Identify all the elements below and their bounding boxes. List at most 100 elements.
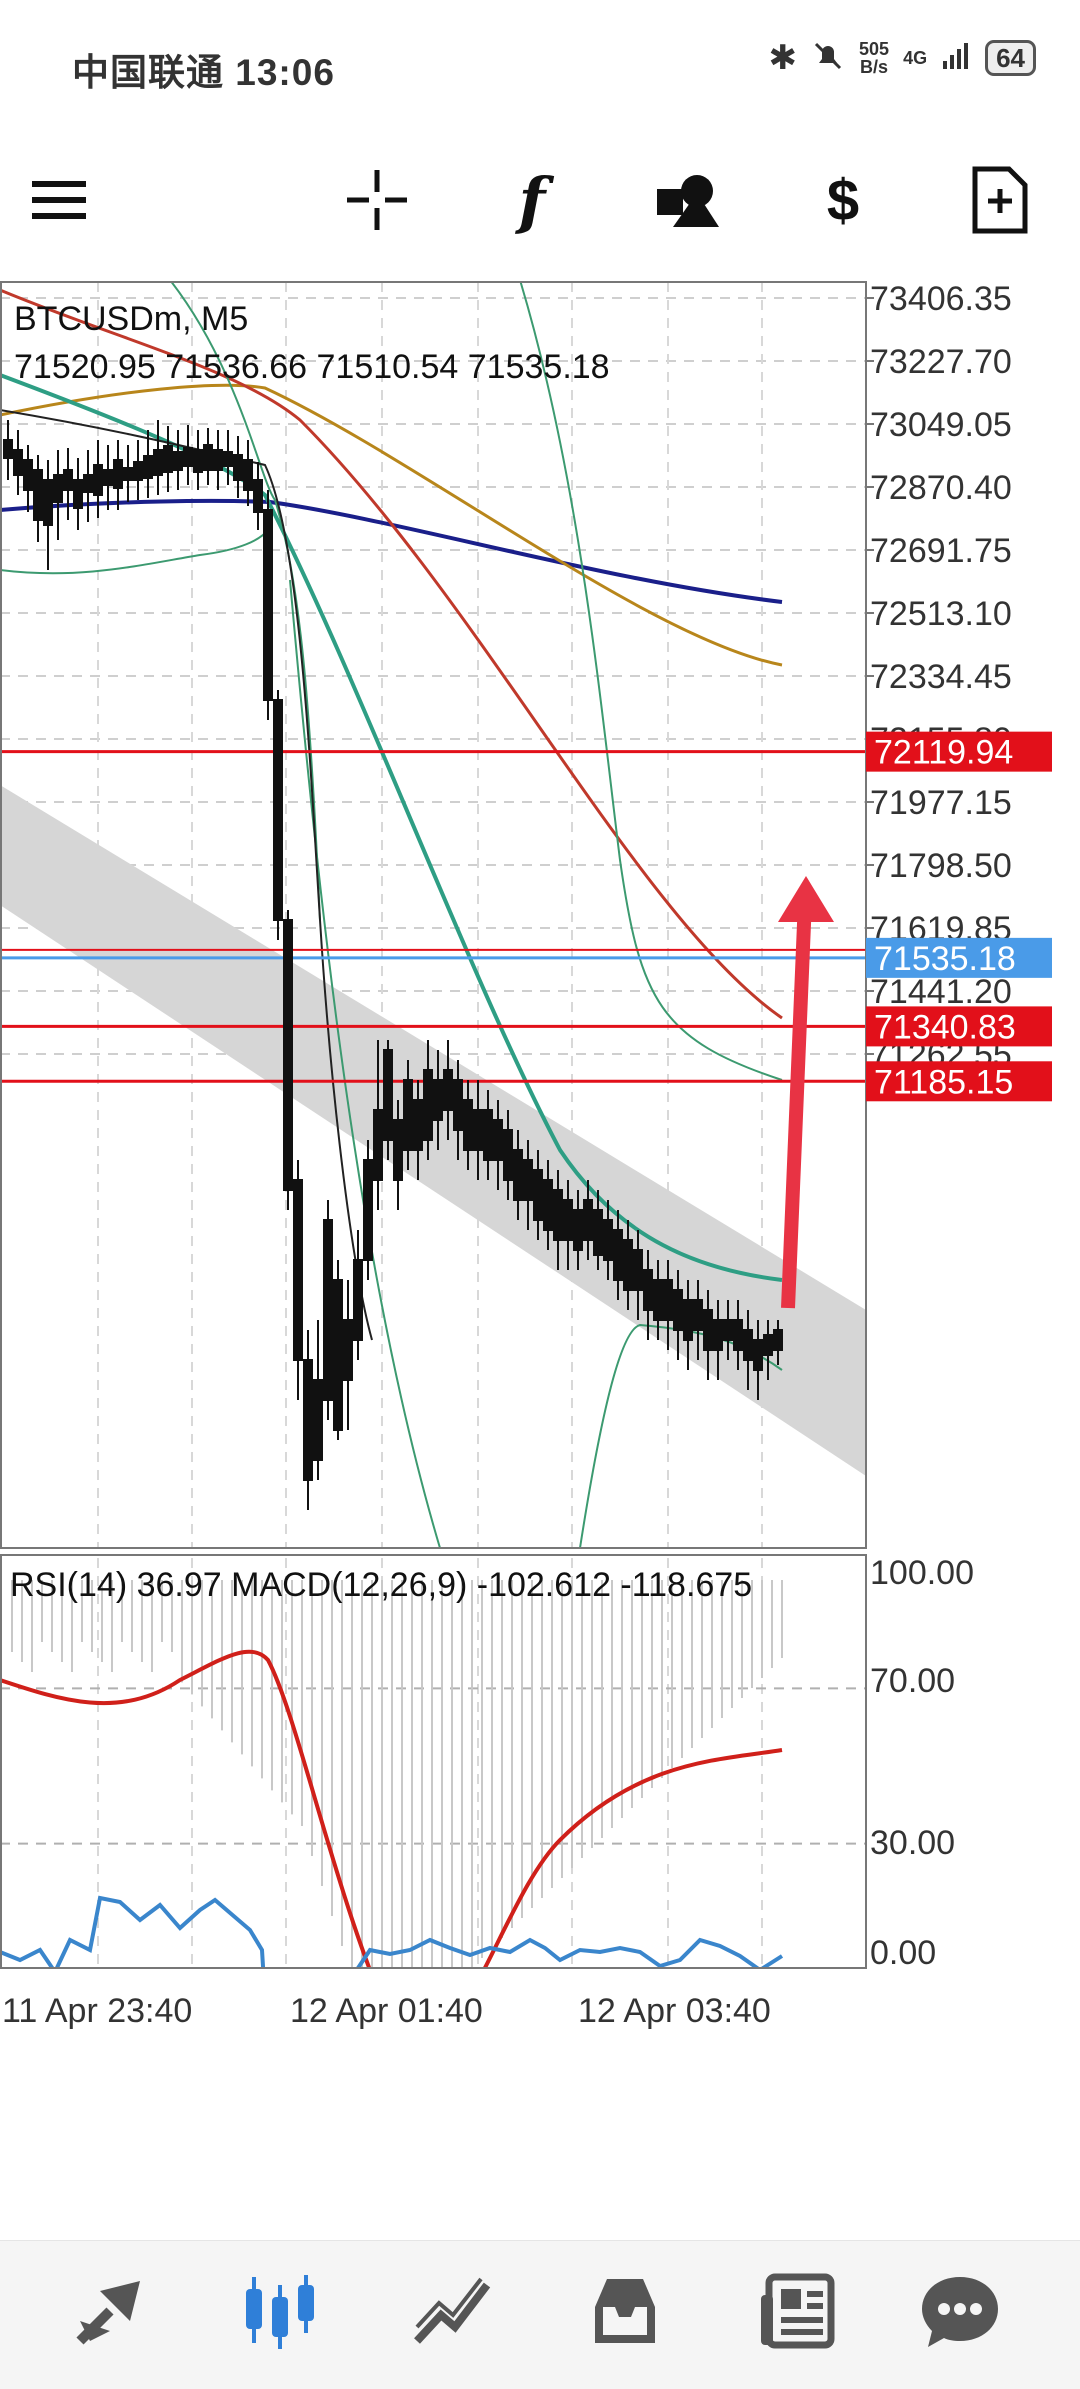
price-label-box	[866, 1061, 1052, 1102]
candle-body	[203, 444, 213, 471]
candle-body	[593, 1209, 603, 1256]
candle-body	[233, 454, 243, 481]
bollinger-lower-mid	[289, 579, 441, 1548]
price-tick-label: 72870.40	[870, 469, 1012, 507]
quotes-icon[interactable]	[55, 2261, 165, 2361]
candle-body	[453, 1079, 463, 1131]
candle-body	[613, 1229, 623, 1281]
symbol-dollar-icon[interactable]: $	[826, 167, 860, 233]
bollinger-upper	[519, 282, 783, 1081]
candle-body	[423, 1069, 433, 1141]
bollinger-upper-left	[170, 282, 321, 921]
indicator-label: RSI(14) 36.97 MACD(12,26,9) -102.612 -11…	[10, 1566, 752, 1604]
candle-body	[433, 1079, 443, 1121]
candle-body	[763, 1334, 773, 1356]
candle-body	[53, 474, 63, 503]
objects-icon[interactable]	[643, 160, 733, 240]
candle-body	[113, 459, 123, 489]
candle-body	[743, 1329, 753, 1361]
symbol-timeframe: BTCUSDm, M5	[14, 300, 248, 338]
candle-body	[663, 1279, 673, 1321]
candle-body	[273, 699, 283, 921]
network-type: 4G	[903, 48, 928, 68]
price-tick-label: 73049.05	[870, 406, 1012, 444]
news-icon[interactable]	[742, 2261, 852, 2361]
candle-body	[683, 1299, 693, 1341]
bottom-navigation	[0, 2240, 1080, 2389]
candle-body	[183, 447, 193, 467]
time-tick-label: 11 Apr 23:40	[2, 1992, 192, 2030]
history-icon[interactable]	[570, 2261, 680, 2361]
up-arrow	[778, 876, 834, 1309]
candle-body	[773, 1329, 783, 1351]
candle-body	[123, 467, 133, 481]
menu-icon[interactable]	[15, 160, 105, 240]
battery-indicator: 64	[985, 40, 1036, 76]
indicator-f-icon[interactable]: f	[518, 163, 546, 237]
sma-red-line	[0, 288, 783, 1020]
candle-body	[13, 449, 23, 476]
candle-body	[243, 459, 253, 491]
candle-body	[173, 451, 183, 471]
candle-body	[633, 1249, 643, 1291]
ohlc-values: 71520.95 71536.66 71510.54 71535.18	[14, 348, 610, 386]
price-tick-label: 73406.35	[870, 280, 1012, 318]
candle-body	[533, 1169, 543, 1221]
candle-body	[293, 1179, 303, 1361]
candle-body	[753, 1339, 763, 1371]
indicator-plot	[0, 1580, 866, 1968]
candle-body	[43, 479, 53, 526]
mute-bell-icon	[811, 39, 845, 78]
candle-body	[223, 451, 233, 467]
candle-body	[443, 1069, 453, 1111]
price-chart[interactable]: 73406.35 73227.70 73049.05 72870.40 72691.75…	[0, 280, 1080, 2240]
candle-body	[3, 439, 13, 459]
price-tick-label: 73227.70	[870, 343, 1012, 381]
new-order-icon[interactable]	[955, 160, 1045, 240]
price-tick-label: 71441.20	[870, 973, 1012, 1011]
bluetooth-icon: ✱	[768, 39, 798, 77]
candle-body	[653, 1279, 663, 1321]
candle-body	[263, 509, 273, 701]
chart-area[interactable]: 73406.35 73227.70 73049.05 72870.40 72691.75…	[0, 280, 1080, 2240]
status-bar: 中国联通 13:06 ✱ 505 B/s 4G 64	[0, 0, 1080, 130]
candle-body	[73, 479, 83, 509]
candle-body	[373, 1109, 383, 1181]
candle-body	[553, 1189, 563, 1241]
price-tick-label: 71977.15	[870, 784, 1012, 822]
candle-body	[23, 459, 33, 491]
candle-body	[713, 1319, 723, 1351]
trade-icon[interactable]	[398, 2261, 508, 2361]
candle-body	[153, 449, 163, 476]
sma-gold-line	[0, 383, 783, 667]
carrier-and-time: 中国联通 13:06	[72, 52, 335, 93]
candle-body	[513, 1149, 523, 1201]
candle-body	[733, 1319, 743, 1351]
candle-body	[193, 449, 203, 473]
candle-body	[283, 919, 293, 1191]
candle-body	[133, 461, 143, 481]
candle-body	[573, 1209, 583, 1251]
candle-body	[563, 1199, 573, 1241]
candle-body	[383, 1049, 393, 1141]
main-panel-border	[0, 281, 867, 1549]
chat-icon[interactable]	[905, 2261, 1015, 2361]
candle-body	[323, 1219, 333, 1401]
candlesticks	[3, 420, 783, 1510]
price-label-box	[866, 1006, 1052, 1047]
candle-body	[253, 479, 263, 513]
candle-body	[303, 1359, 313, 1481]
time-tick-label: 12 Apr 03:40	[578, 1992, 771, 2030]
indicator-panel-border	[0, 1554, 867, 1969]
candle-body	[543, 1179, 553, 1231]
candle-body	[643, 1269, 653, 1311]
crosshair-icon[interactable]	[332, 160, 422, 240]
price-label-box	[866, 731, 1052, 772]
price-label-text: 71340.83	[874, 1008, 1016, 1046]
candle-body	[33, 469, 43, 521]
chart-icon[interactable]	[225, 2261, 335, 2361]
candle-body	[163, 445, 173, 473]
candle-body	[343, 1319, 353, 1381]
indicator-tick-label: 70.00	[870, 1662, 955, 1700]
candle-body	[523, 1159, 533, 1201]
